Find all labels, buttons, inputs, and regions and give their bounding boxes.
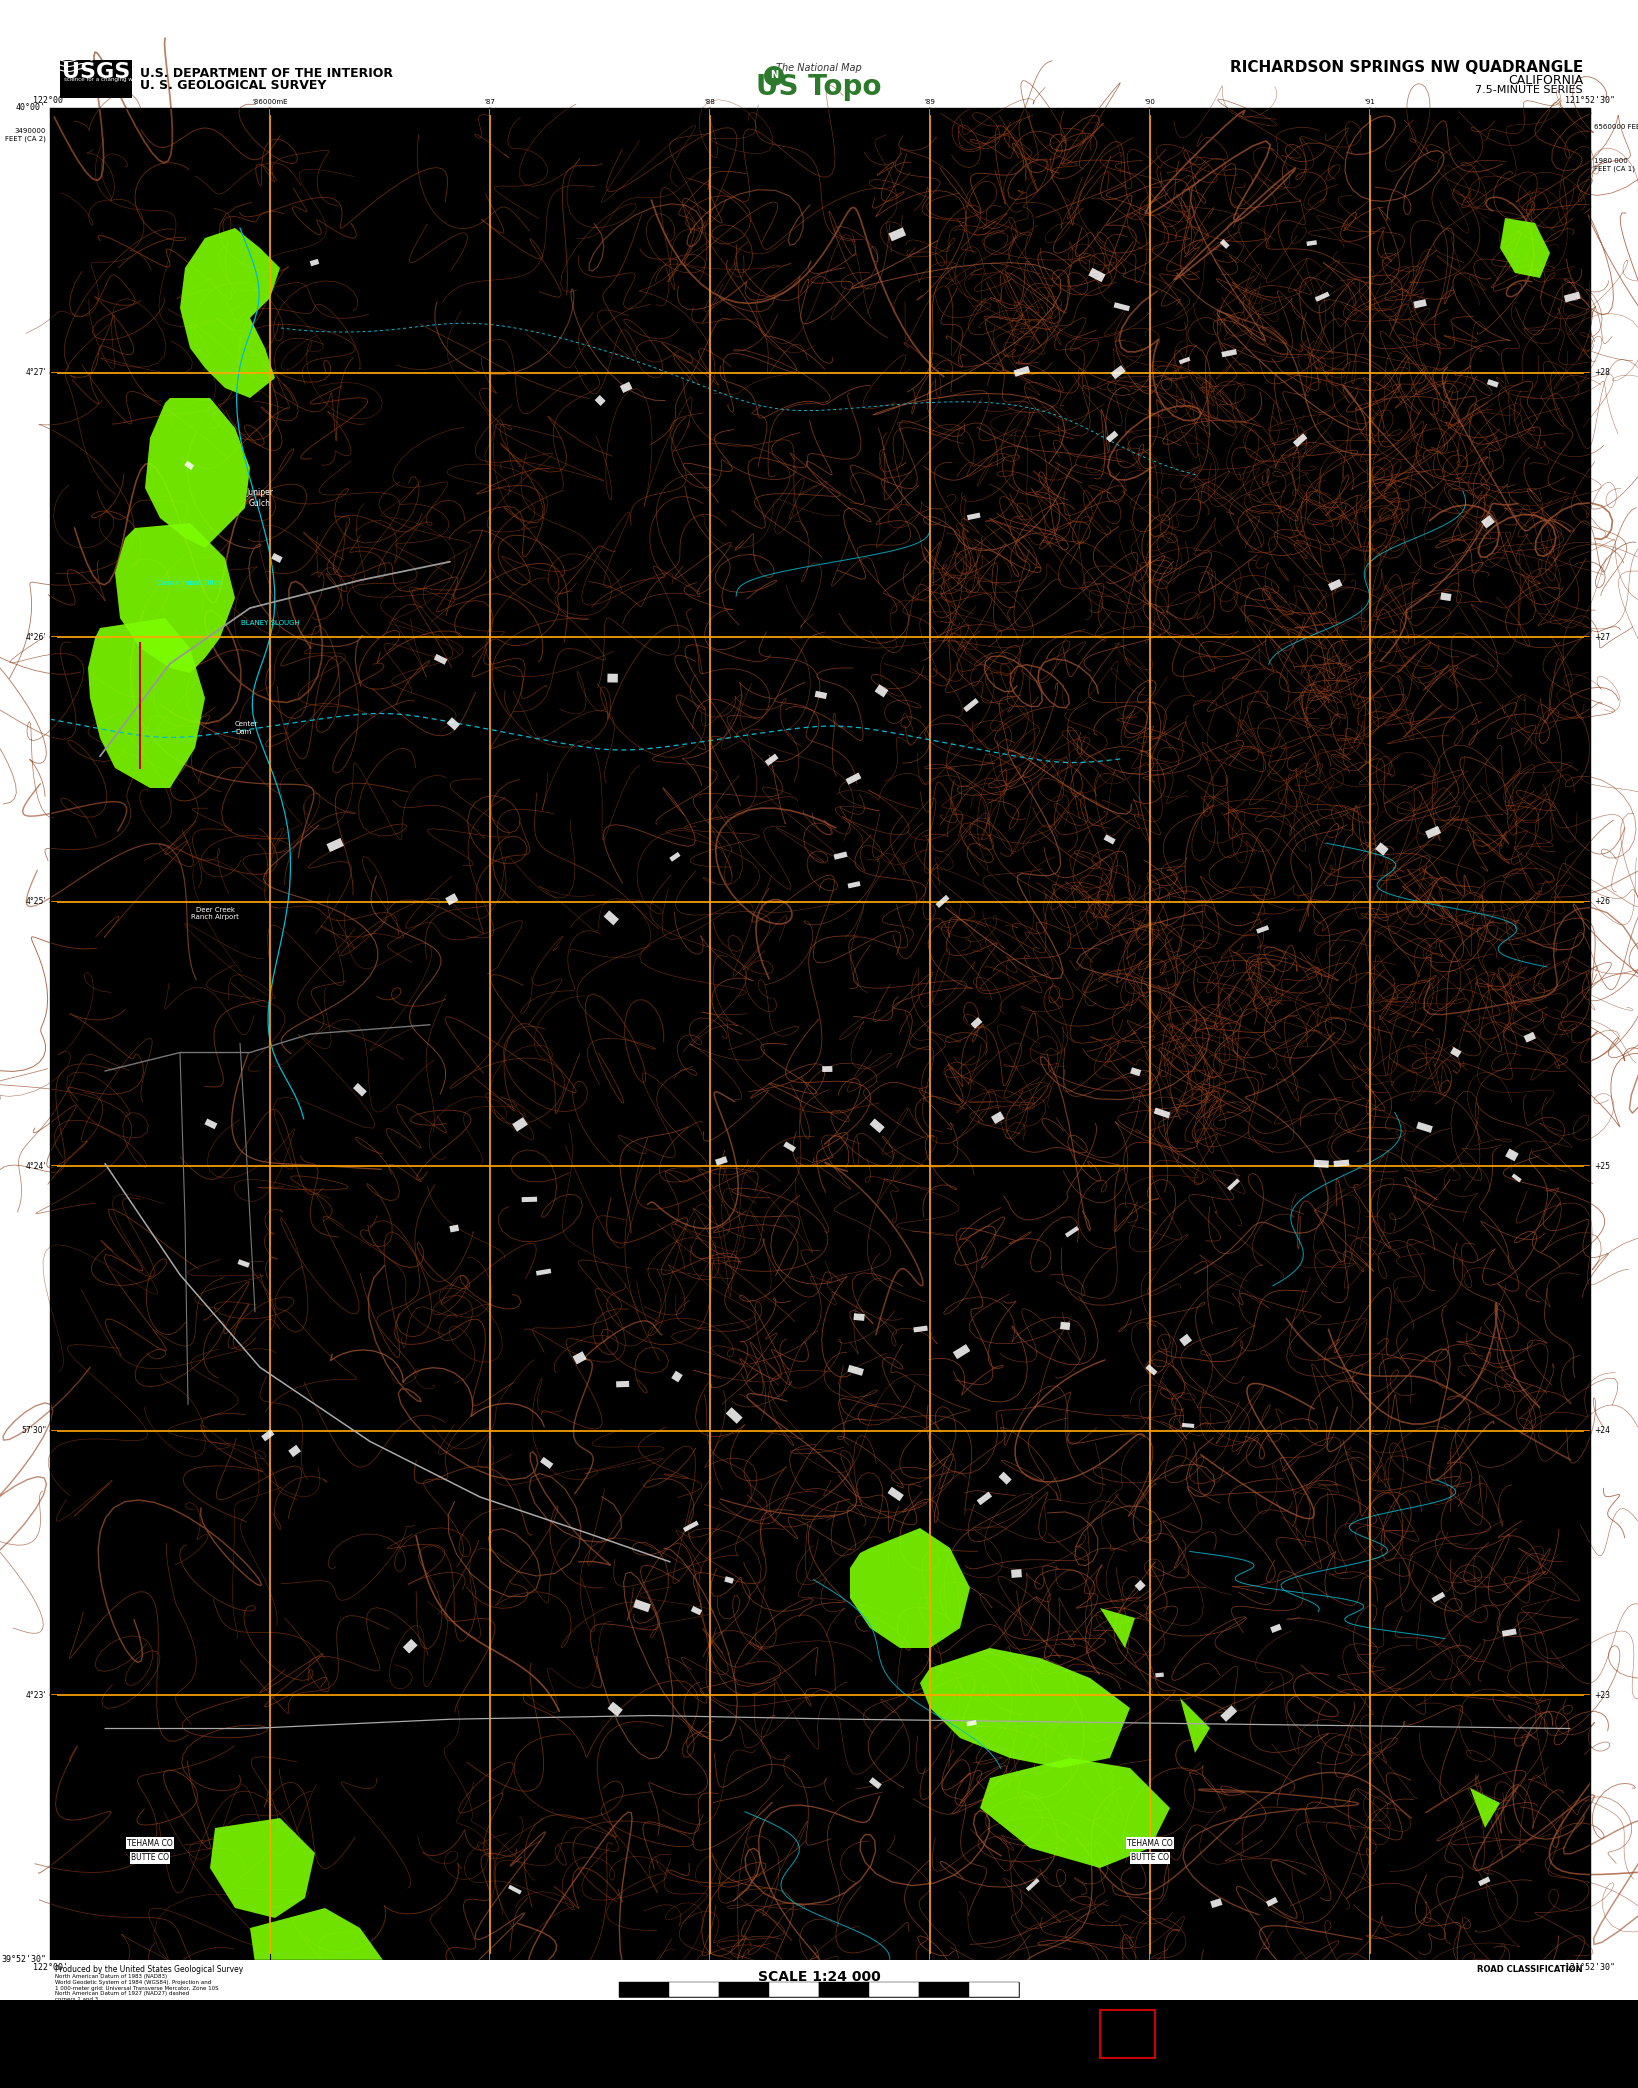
Text: SCALE 1:24 000: SCALE 1:24 000 (758, 1969, 880, 1984)
Text: USGS: USGS (62, 63, 131, 81)
Text: U.S. DEPARTMENT OF THE INTERIOR: U.S. DEPARTMENT OF THE INTERIOR (139, 67, 393, 79)
Text: science for a changing world: science for a changing world (64, 77, 144, 81)
Polygon shape (966, 512, 981, 520)
Polygon shape (205, 1119, 218, 1130)
Polygon shape (1088, 267, 1106, 282)
Polygon shape (403, 1639, 418, 1654)
Polygon shape (914, 1326, 927, 1332)
Polygon shape (449, 1224, 459, 1232)
Polygon shape (1220, 1706, 1237, 1723)
Polygon shape (183, 461, 195, 470)
Polygon shape (608, 1702, 622, 1716)
Polygon shape (1155, 1672, 1165, 1677)
Text: +27: +27 (1594, 633, 1610, 641)
Polygon shape (1060, 1322, 1070, 1330)
Polygon shape (1183, 1422, 1194, 1428)
Polygon shape (1014, 365, 1030, 376)
Polygon shape (1114, 303, 1130, 311)
Polygon shape (1135, 1581, 1145, 1591)
Text: 6560000 FEET (CA 1): 6560000 FEET (CA 1) (1594, 123, 1638, 129)
Polygon shape (999, 1472, 1012, 1485)
Polygon shape (971, 1017, 983, 1029)
Text: 7.5-MINUTE SERIES: 7.5-MINUTE SERIES (1476, 86, 1582, 94)
Polygon shape (976, 1491, 993, 1505)
Polygon shape (1220, 240, 1230, 248)
Text: Juniper
Gulch: Juniper Gulch (246, 489, 274, 507)
Polygon shape (288, 1445, 301, 1457)
Polygon shape (1153, 1107, 1171, 1119)
Text: ROAD CLASSIFICATION: ROAD CLASSIFICATION (1477, 1965, 1582, 1973)
Bar (819, 1982, 870, 1996)
Polygon shape (310, 259, 319, 267)
Polygon shape (1417, 1121, 1433, 1134)
Polygon shape (1106, 430, 1119, 443)
Text: North American Datum of 1983 (NAD83)
World Geodetic System of 1984 (WGS84). Proj: North American Datum of 1983 (NAD83) Wor… (56, 1973, 218, 2002)
Polygon shape (608, 674, 618, 683)
Polygon shape (1432, 1591, 1445, 1604)
Polygon shape (683, 1520, 699, 1533)
Polygon shape (814, 691, 827, 699)
Bar (619, 1982, 668, 1996)
Bar (919, 1982, 970, 1996)
Polygon shape (963, 697, 980, 712)
Polygon shape (724, 1576, 734, 1585)
Polygon shape (521, 1196, 537, 1203)
Polygon shape (616, 1380, 629, 1386)
Polygon shape (1523, 1031, 1536, 1042)
Polygon shape (354, 1084, 367, 1096)
Bar (0, 2000, 1638, 2088)
Polygon shape (434, 654, 447, 664)
Polygon shape (875, 685, 888, 697)
Polygon shape (1065, 1226, 1079, 1238)
Polygon shape (691, 1606, 703, 1616)
Polygon shape (1502, 1629, 1517, 1637)
Polygon shape (1145, 1363, 1158, 1376)
Polygon shape (603, 910, 619, 925)
Polygon shape (272, 553, 283, 564)
Polygon shape (726, 1407, 742, 1424)
Polygon shape (1450, 1046, 1461, 1059)
Polygon shape (847, 1366, 863, 1376)
Text: 1980 000
FEET (CA 1): 1980 000 FEET (CA 1) (1594, 159, 1635, 171)
Text: Deer Creek
Ranch Airport: Deer Creek Ranch Airport (192, 906, 239, 919)
Text: 4°24': 4°24' (26, 1161, 46, 1171)
Polygon shape (783, 1142, 796, 1153)
Text: BUTTE CO: BUTTE CO (131, 1854, 169, 1862)
Polygon shape (888, 228, 906, 242)
Polygon shape (1512, 1173, 1522, 1182)
Bar (1101, 2011, 1155, 2059)
Text: 121°52'30": 121°52'30" (1564, 96, 1615, 104)
Polygon shape (870, 1119, 885, 1134)
Polygon shape (1481, 516, 1495, 528)
Polygon shape (1487, 380, 1499, 388)
Text: 4°23': 4°23' (26, 1691, 46, 1700)
Polygon shape (1227, 1178, 1240, 1190)
Polygon shape (238, 1259, 249, 1267)
Text: 4°27': 4°27' (26, 367, 46, 378)
Polygon shape (672, 1370, 683, 1382)
Polygon shape (1414, 299, 1427, 309)
Polygon shape (1505, 1148, 1518, 1161)
Text: BUTTE CO: BUTTE CO (1130, 1854, 1170, 1862)
Text: Caso Kimball Ditch: Caso Kimball Ditch (157, 580, 223, 587)
Polygon shape (508, 1885, 523, 1894)
Polygon shape (935, 896, 950, 908)
Polygon shape (595, 395, 606, 405)
Polygon shape (853, 1313, 865, 1322)
Text: 121°52'30": 121°52'30" (1564, 1963, 1615, 1971)
Polygon shape (541, 1457, 554, 1468)
Text: '88: '88 (704, 98, 716, 104)
Bar (719, 1982, 768, 1996)
Bar (61, 61, 133, 98)
Text: 57'30": 57'30" (21, 1426, 46, 1434)
Polygon shape (1440, 593, 1451, 601)
Polygon shape (1266, 1898, 1278, 1906)
Polygon shape (447, 718, 460, 731)
Text: CALIFORNIA: CALIFORNIA (1509, 73, 1582, 88)
Text: Produced by the United States Geological Survey: Produced by the United States Geological… (56, 1965, 244, 1973)
Polygon shape (1328, 578, 1343, 591)
Polygon shape (1477, 1877, 1491, 1885)
Bar (0, 0, 1638, 109)
Polygon shape (1210, 1898, 1222, 1908)
Text: 39°52'30": 39°52'30" (2, 1956, 46, 1965)
